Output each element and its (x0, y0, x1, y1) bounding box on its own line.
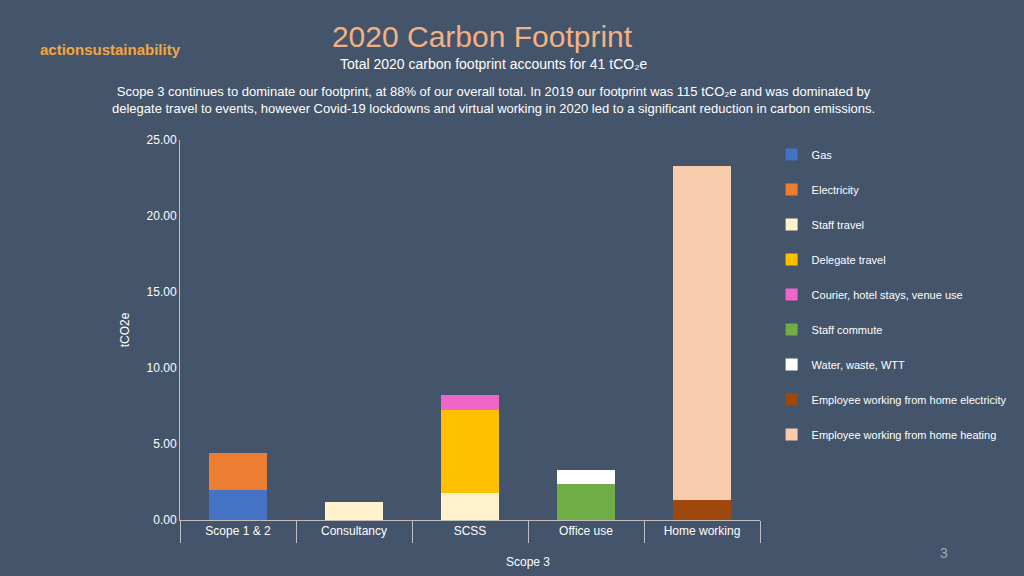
svg-text:Delegate travel: Delegate travel (812, 254, 886, 266)
svg-text:Scope 3 continues to dominate: Scope 3 continues to dominate our footpr… (112, 84, 875, 116)
svg-text:Employee working from home hea: Employee working from home heating (812, 429, 997, 441)
svg-text:Courier, hotel stays, venue us: Courier, hotel stays, venue use (812, 289, 963, 301)
svg-text:20.00: 20.00 (147, 209, 177, 223)
svg-text:Office use: Office use (559, 524, 613, 538)
svg-text:Gas: Gas (812, 149, 833, 161)
svg-text:actionsustainability: actionsustainability (40, 41, 181, 58)
svg-text:Electricity: Electricity (812, 184, 860, 196)
svg-text:Scope 3: Scope 3 (506, 555, 550, 569)
svg-text:10.00: 10.00 (147, 361, 177, 375)
svg-text:15.00: 15.00 (147, 285, 177, 299)
svg-text:Staff commute: Staff commute (812, 324, 883, 336)
svg-text:Total 2020 carbon footprint ac: Total 2020 carbon footprint accounts for… (340, 56, 648, 72)
svg-text:3: 3 (940, 545, 948, 561)
svg-text:Consultancy: Consultancy (321, 524, 387, 538)
svg-text:Scope 1 & 2: Scope 1 & 2 (205, 524, 271, 538)
svg-text:Staff travel: Staff travel (812, 219, 864, 231)
svg-text:SCSS: SCSS (454, 524, 487, 538)
svg-text:Employee working from home ele: Employee working from home electricity (812, 394, 1007, 406)
svg-text:5.00: 5.00 (153, 437, 177, 451)
svg-text:2020 Carbon Footprint: 2020 Carbon Footprint (332, 20, 633, 53)
svg-text:25.00: 25.00 (147, 133, 177, 147)
svg-text:Water, waste, WTT: Water, waste, WTT (812, 359, 905, 371)
svg-text:0.00: 0.00 (153, 513, 177, 527)
svg-text:Home working: Home working (664, 524, 741, 538)
svg-text:tCO2e: tCO2e (118, 312, 132, 347)
